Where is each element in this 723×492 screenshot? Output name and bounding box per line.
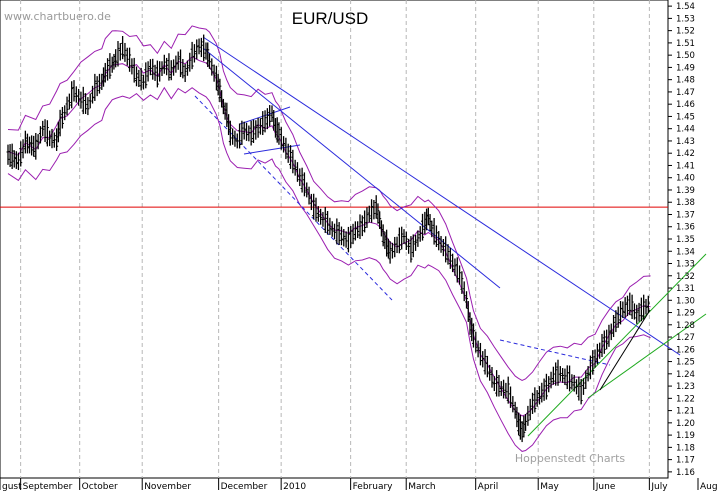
y-tick-label: 1.52: [676, 27, 695, 37]
y-tick-label: 1.18: [676, 443, 695, 453]
x-month-label: gust: [2, 482, 22, 492]
y-tick-label: 1.54: [676, 2, 695, 12]
y-tick-label: 1.43: [676, 137, 695, 147]
y-tick-label: 1.51: [676, 39, 695, 49]
x-month-label: February: [353, 482, 394, 492]
y-tick-label: 1.27: [676, 333, 695, 343]
x-month-label: May: [540, 482, 559, 492]
x-month-label: Aug: [700, 482, 718, 492]
y-tick-label: 1.34: [676, 247, 695, 257]
neckline-dashed: [499, 339, 611, 366]
lower-band: [7, 86, 651, 452]
y-tick-label: 1.33: [676, 260, 695, 270]
x-month-label: June: [595, 482, 616, 492]
y-tick-label: 1.44: [676, 125, 695, 135]
y-tick-label: 1.41: [676, 161, 695, 171]
watermark: www.chartbuero.de: [4, 10, 111, 23]
y-tick-label: 1.45: [676, 112, 695, 122]
y-tick-label: 1.37: [676, 210, 695, 220]
y-tick-label: 1.49: [676, 63, 695, 73]
y-tick-label: 1.19: [676, 431, 695, 441]
x-month-label: July: [650, 482, 668, 492]
y-tick-label: 1.50: [676, 51, 695, 61]
downtrend-line: [202, 36, 681, 356]
y-tick-label: 1.38: [676, 198, 695, 208]
y-tick-label: 1.40: [676, 174, 695, 184]
upper-band: [7, 25, 651, 381]
x-axis-months: gust September October November December 2010…: [0, 478, 718, 492]
y-tick-label: 1.36: [676, 223, 695, 233]
y-tick-label: 1.23: [676, 382, 695, 392]
x-month-label: December: [221, 482, 268, 492]
trend-segment-black: [599, 309, 651, 391]
y-tick-label: 1.24: [676, 370, 695, 380]
support-line-steep: [527, 253, 707, 437]
x-month-label: April: [478, 482, 499, 492]
y-tick-label: 1.17: [676, 456, 695, 466]
chart-title: EUR/USD: [292, 9, 369, 28]
y-tick-label: 1.21: [676, 407, 695, 417]
y-tick-label: 1.29: [676, 309, 695, 319]
y-axis-ticks: 1.16 1.17 1.18 1.19 1.20 1.21 1.22 1.23 1.24 1.25…: [668, 2, 695, 478]
price-bars: [6, 34, 650, 443]
y-tick-label: 1.32: [676, 272, 695, 282]
y-tick-label: 1.46: [676, 100, 695, 110]
y-tick-label: 1.20: [676, 419, 695, 429]
x-month-label: March: [408, 482, 435, 492]
y-tick-label: 1.30: [676, 296, 695, 306]
credit-label: Hoppenstedt Charts: [515, 452, 626, 465]
channel-dashed-line: [194, 95, 393, 301]
y-tick-label: 1.25: [676, 358, 695, 368]
y-tick-label: 1.42: [676, 149, 695, 159]
support-line-shallow: [587, 313, 707, 399]
y-tick-label: 1.35: [676, 235, 695, 245]
y-tick-label: 1.53: [676, 14, 695, 24]
y-tick-label: 1.47: [676, 88, 695, 98]
y-tick-label: 1.48: [676, 76, 695, 86]
y-tick-label: 1.28: [676, 321, 695, 331]
x-month-label: 2010: [283, 482, 306, 492]
x-month-label: November: [144, 482, 191, 492]
y-tick-label: 1.16: [676, 468, 695, 478]
y-tick-label: 1.22: [676, 394, 695, 404]
y-tick-label: 1.39: [676, 186, 695, 196]
x-month-label: October: [82, 482, 118, 492]
x-month-label: September: [23, 482, 73, 492]
y-tick-label: 1.31: [676, 284, 695, 294]
y-tick-label: 1.26: [676, 345, 695, 355]
